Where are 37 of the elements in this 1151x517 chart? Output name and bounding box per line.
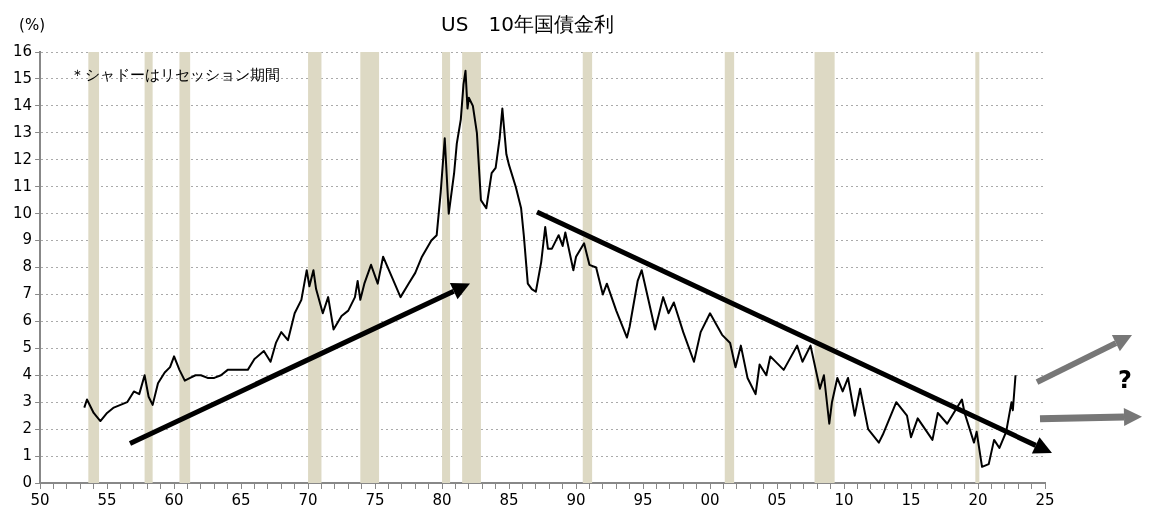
- y-tick-label: 2: [22, 419, 33, 438]
- y-tick-label: 4: [22, 365, 33, 384]
- y-tick-label: 1: [22, 445, 33, 464]
- y-tick-label: 7: [22, 284, 33, 303]
- y-tick-label: 8: [22, 257, 33, 276]
- x-tick-label: 90: [566, 490, 586, 509]
- x-tick-label: 80: [432, 490, 452, 509]
- y-tick-label: 3: [22, 392, 33, 411]
- y-tick-label: 12: [12, 149, 33, 168]
- y-tick-label: 15: [12, 68, 33, 87]
- y-tick-label: 16: [12, 41, 33, 60]
- x-tick-label: 20: [968, 490, 988, 509]
- y-tick-label: 0: [22, 472, 33, 491]
- x-tick-label: 55: [97, 490, 117, 509]
- text: ?: [1118, 366, 1132, 395]
- x-tick-label: 95: [633, 490, 653, 509]
- x-tick-label: 60: [164, 490, 184, 509]
- annotation: ＊シャドーはリセッション期間: [70, 65, 281, 84]
- chart-title: US 10年国債金利: [441, 12, 614, 37]
- x-tick-label: 70: [298, 490, 318, 509]
- y-tick-label: 5: [22, 338, 33, 357]
- x-tick-label: 05: [767, 490, 787, 509]
- x-tick-label: 85: [499, 490, 519, 509]
- x-tick-label: 50: [30, 490, 50, 509]
- y-tick-label: 9: [22, 230, 33, 249]
- y-tick-label: 13: [12, 122, 33, 141]
- x-tick-label: 75: [365, 490, 385, 509]
- y-tick-label: 6: [22, 311, 33, 330]
- x-tick-label: 65: [231, 490, 251, 509]
- y-tick-label: 14: [12, 95, 33, 114]
- y-tick-label: 10: [12, 203, 33, 222]
- y-axis-title: (%): [19, 15, 46, 34]
- x-tick-label: 25: [1035, 490, 1055, 509]
- x-tick-label: 00: [700, 490, 720, 509]
- x-tick-label: 10: [834, 490, 854, 509]
- x-tick-label: 15: [901, 490, 921, 509]
- y-tick-label: 11: [12, 176, 33, 195]
